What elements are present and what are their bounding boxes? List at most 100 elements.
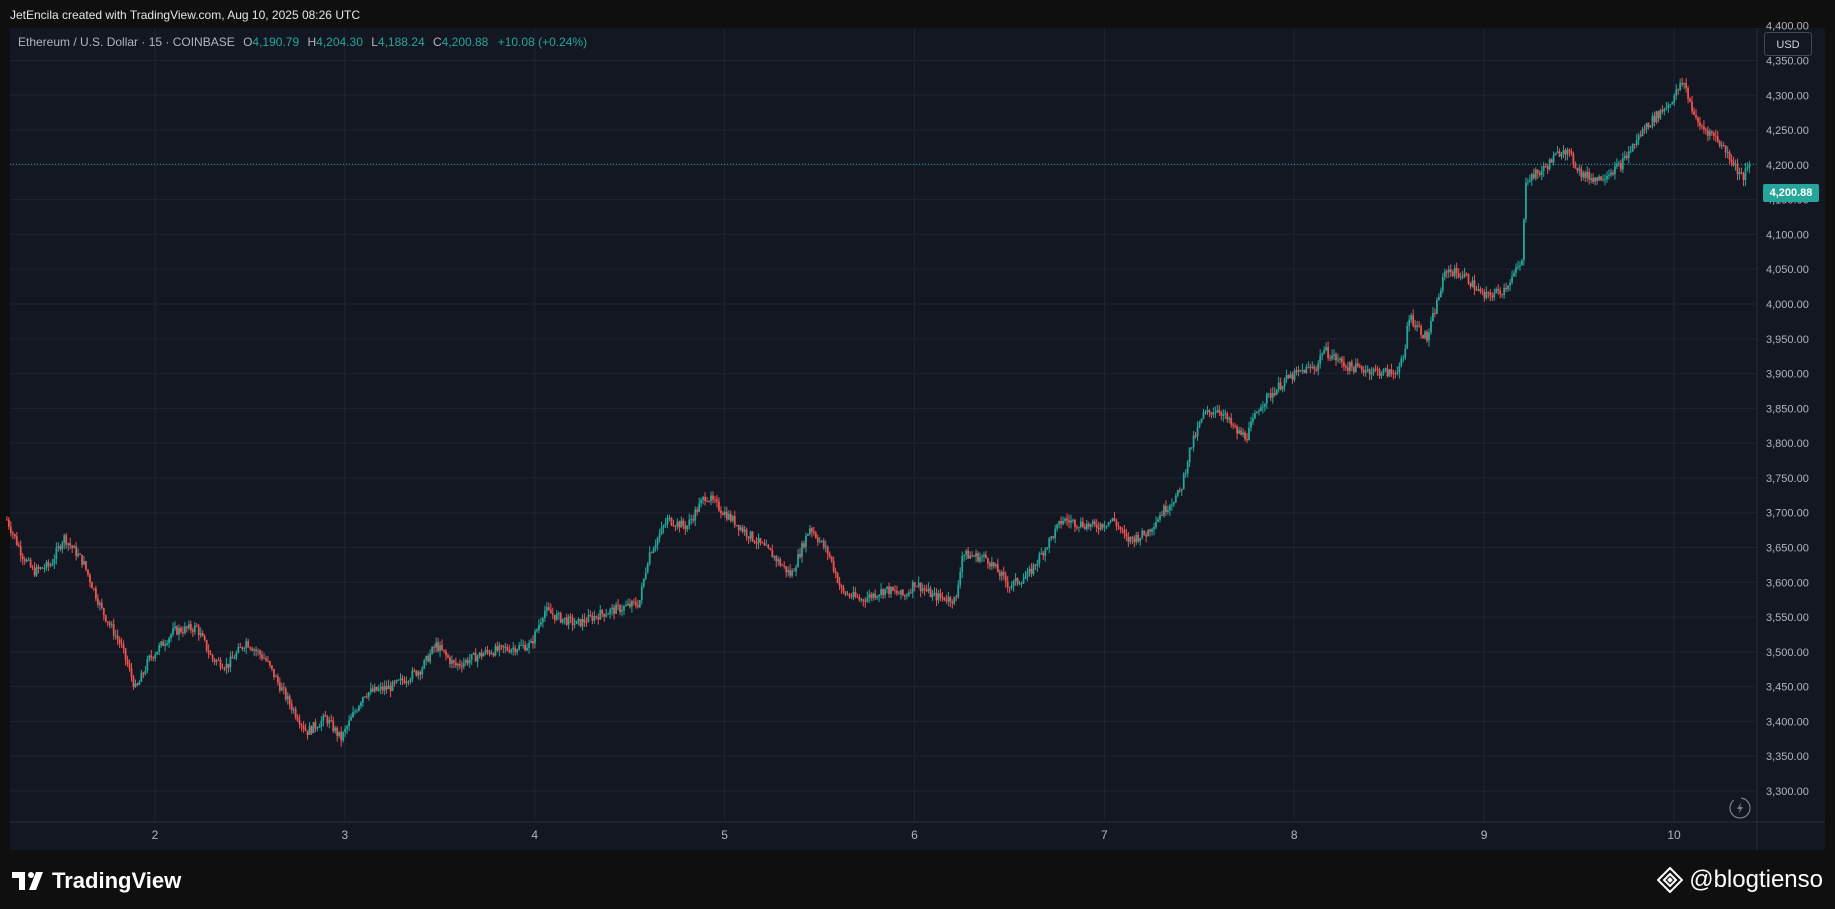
y-tick-label: 4,200.00 — [1766, 160, 1809, 172]
candle-body — [227, 663, 230, 668]
candle-body — [1534, 169, 1537, 179]
candle-body — [1240, 430, 1242, 435]
candle-body — [292, 709, 295, 711]
candle-body — [1000, 572, 1003, 577]
candle-body — [860, 599, 863, 601]
candle-body — [797, 553, 799, 568]
candle-body — [915, 586, 918, 588]
candle-body — [381, 686, 384, 691]
candle-body — [470, 654, 473, 660]
candle-body — [75, 546, 78, 557]
candle-body — [737, 524, 740, 531]
candle-body — [1186, 462, 1189, 473]
candle-body — [629, 603, 631, 607]
candle-body — [1588, 171, 1591, 180]
candle-body — [1598, 176, 1600, 181]
candle-body — [704, 497, 706, 501]
candle-body — [399, 678, 402, 680]
candle-body — [1024, 576, 1027, 580]
candle-body — [810, 528, 813, 532]
candle-body — [733, 516, 736, 526]
candle-body — [1161, 515, 1163, 516]
candle-body — [25, 559, 28, 562]
candle-body — [674, 526, 677, 527]
candle-body — [472, 653, 475, 655]
candle-body — [698, 503, 701, 512]
candle-body — [735, 524, 738, 526]
symbol-title[interactable]: Ethereum / U.S. Dollar · 15 · COINBASE — [18, 35, 235, 49]
candle-body — [1168, 505, 1171, 511]
candle-body — [1473, 280, 1476, 290]
candle-body — [1242, 432, 1244, 435]
candle-body — [65, 535, 68, 545]
candle-body — [1093, 521, 1096, 525]
candle-body — [990, 562, 993, 567]
candle-body — [518, 645, 521, 650]
candle-body — [631, 601, 633, 607]
candle-body — [231, 656, 234, 659]
candle-body — [1220, 412, 1223, 416]
candle-body — [1331, 355, 1333, 359]
candle-body — [1736, 163, 1739, 175]
candle-body — [890, 586, 892, 595]
candle-body — [1691, 101, 1693, 112]
candle-body — [1570, 151, 1573, 154]
candle-body — [191, 630, 194, 632]
candle-body — [1254, 413, 1256, 419]
candle-body — [749, 531, 752, 539]
candle-body — [265, 658, 267, 661]
candle-body — [654, 544, 657, 549]
candle-body — [1420, 326, 1422, 336]
candle-body — [553, 614, 556, 620]
tradingview-brand[interactable]: TradingView — [12, 868, 181, 894]
candle-body — [609, 609, 612, 614]
lightning-circle-icon[interactable] — [1729, 797, 1751, 819]
candle-body — [731, 516, 734, 521]
candle-body — [1406, 325, 1409, 349]
candle-body — [110, 624, 113, 626]
candle-body — [1149, 529, 1152, 532]
candle-body — [197, 626, 200, 636]
candle-body — [1519, 265, 1521, 267]
candle-body — [427, 656, 430, 662]
candle-body — [1257, 411, 1260, 413]
price-chart[interactable]: 3,300.00 3,350.00 3,400.00 3,450.00 3,500.00… — [0, 0, 1835, 852]
candle-body — [1250, 421, 1252, 428]
candle-body — [496, 646, 499, 651]
candle-body — [1103, 526, 1106, 528]
candle-body — [911, 582, 914, 593]
candle-body — [102, 608, 105, 616]
candle-body — [1026, 571, 1029, 577]
candle-body — [500, 645, 503, 646]
candle-body — [1014, 578, 1017, 581]
candle-body — [607, 613, 610, 615]
candle-body — [1226, 413, 1229, 420]
candle-body — [1337, 359, 1339, 361]
candle-body — [1475, 289, 1478, 291]
candle-body — [591, 615, 594, 621]
candle-body — [508, 650, 511, 653]
candle-body — [239, 647, 242, 648]
candle-body — [1159, 515, 1161, 520]
candle-body — [696, 509, 699, 512]
candle-body — [1513, 272, 1515, 277]
candle-body — [1345, 366, 1347, 368]
candle-body — [1190, 447, 1193, 449]
candle-body — [263, 658, 265, 659]
candle-body — [423, 660, 426, 669]
candle-body — [941, 596, 944, 598]
currency-selector[interactable]: USD — [1764, 32, 1812, 56]
footer: TradingView @blogtienso — [0, 852, 1835, 909]
candle-body — [328, 720, 331, 724]
candle-body — [585, 622, 588, 623]
candle-body — [1350, 362, 1353, 368]
candle-body — [243, 648, 246, 649]
candle-body — [1608, 175, 1610, 176]
candle-body — [1076, 526, 1078, 528]
candle-body — [864, 600, 867, 602]
candle-body — [365, 696, 368, 698]
candle-body — [1600, 176, 1602, 181]
candle-body — [282, 687, 285, 689]
candle-body — [739, 527, 742, 531]
candle-body — [294, 709, 297, 718]
